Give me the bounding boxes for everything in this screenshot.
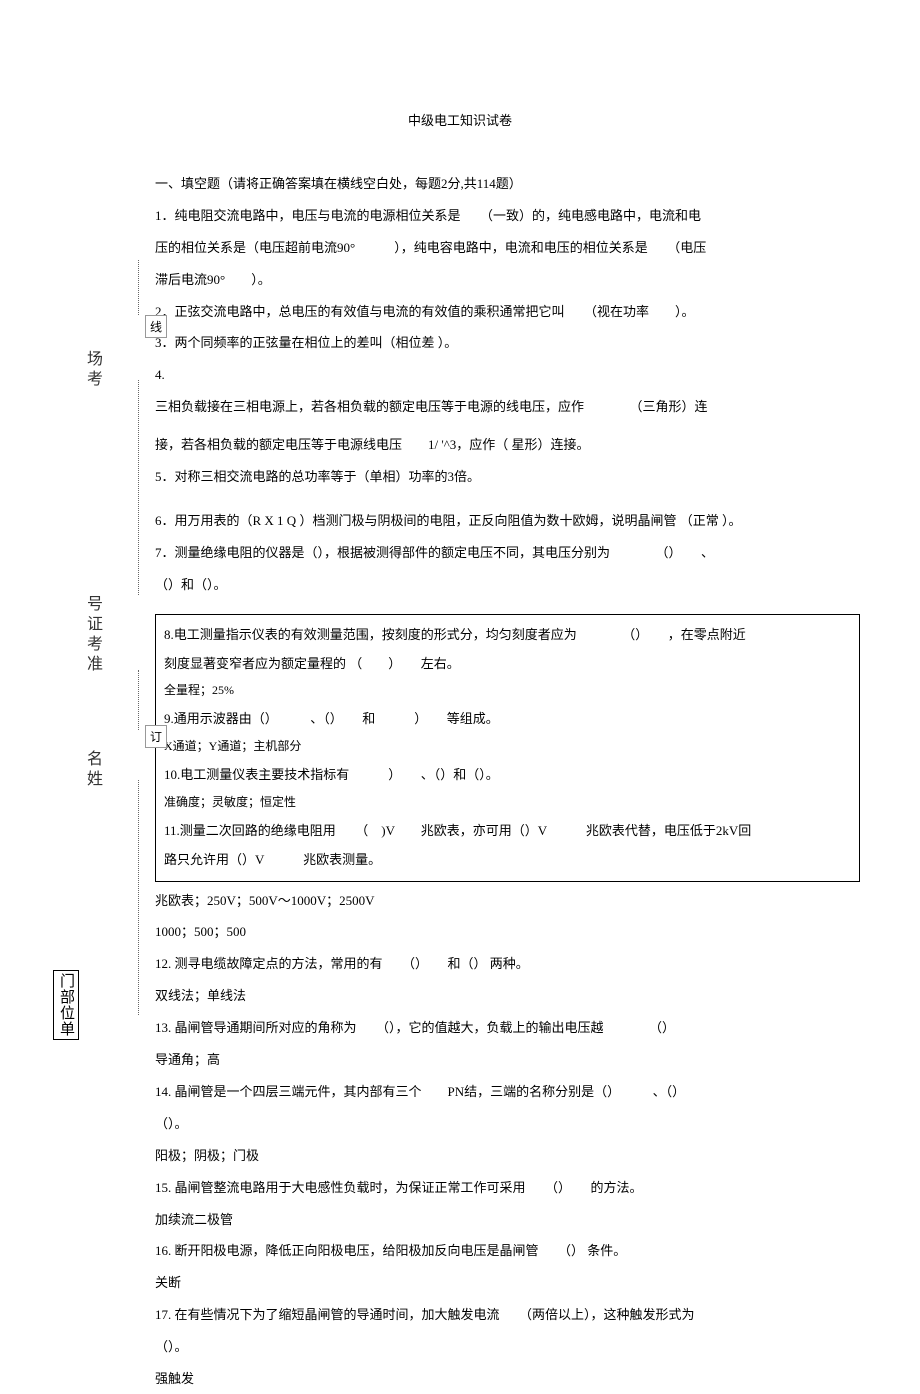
page-container: 中级电工知识试卷 一、填空题（请将正确答案填在横线空白处，每题2分,共114题）… [0, 0, 920, 1304]
binding-dotted-line [138, 260, 139, 315]
content-area: 一、填空题（请将正确答案填在横线空白处，每题2分,共114题） 1．纯电阻交流电… [155, 169, 860, 1394]
question-4-num: 4. [155, 360, 860, 390]
question-8-answer: 全量程；25% [164, 678, 851, 704]
question-17-line1: 17. 在有些情况下为了缩短晶闸管的导通时间，加大触发电流 （两倍以上），这种触… [155, 1300, 860, 1330]
question-11-line2: 路只允许用（）V 兆欧表测量。 [164, 846, 851, 874]
question-16-answer: 关断 [155, 1268, 860, 1298]
question-8-line1: 8.电工测量指示仪表的有效测量范围，按刻度的形式分，均匀刻度者应为 （） ，在零… [164, 621, 851, 649]
question-1-line1: 1．纯电阻交流电路中，电压与电流的电源相位关系是 （一致）的，纯电感电路中，电流… [155, 201, 860, 231]
question-8-line2: 刻度显著变窄者应为额定量程的 （ ） 左右。 [164, 650, 851, 678]
question-1-line2: 压的相位关系是（电压超前电流90° ），纯电容电路中，电流和电压的相位关系是 （… [155, 233, 860, 263]
question-11-answer2: 1000；500；500 [155, 917, 860, 947]
question-12-answer: 双线法；单线法 [155, 981, 860, 1011]
binding-label-xian: 线 [145, 315, 167, 338]
question-13: 13. 晶闸管导通期间所对应的角称为 （），它的值越大，负载上的输出电压越 （） [155, 1013, 860, 1043]
question-9: 9.通用示波器由（） 、（） 和 ） 等组成。 [164, 705, 851, 733]
binding-dotted-line [138, 380, 139, 595]
question-15: 15. 晶闸管整流电路用于大电感性负载时，为保证正常工作可采用 （） 的方法。 [155, 1173, 860, 1203]
boxed-questions: 8.电工测量指示仪表的有效测量范围，按刻度的形式分，均匀刻度者应为 （） ，在零… [155, 614, 860, 882]
binding-label-ding: 订 [145, 725, 167, 748]
question-4-line2: 接，若各相负载的额定电压等于电源线电压 1/ '^3，应作（ 星形）连接。 [155, 430, 860, 460]
question-10: 10.电工测量仪表主要技术指标有 ） 、（）和（）。 [164, 761, 851, 789]
question-17-answer: 强触发 [155, 1364, 860, 1394]
binding-dotted-line [138, 780, 139, 1015]
question-5: 5．对称三相交流电路的总功率等于（单相）功率的3倍。 [155, 462, 860, 492]
binding-dotted-line [138, 670, 139, 730]
question-14-line1: 14. 晶闸管是一个四层三端元件，其内部有三个 PN结，三端的名称分别是（） 、… [155, 1077, 860, 1107]
section-header: 一、填空题（请将正确答案填在横线空白处，每题2分,共114题） [155, 169, 860, 199]
question-11-answer1: 兆欧表；250V；500V～1000V；2500V [155, 886, 860, 916]
binding-margin: 线 场考 号证考准 订 名姓 [80, 260, 155, 1080]
document-title: 中级电工知识试卷 [0, 110, 920, 129]
question-15-answer: 加续流二极管 [155, 1205, 860, 1235]
binding-label-zhunkao: 号证考准 [80, 595, 104, 675]
question-10-answer: 准确度；灵敏度；恒定性 [164, 790, 851, 816]
question-2: 2．正弦交流电路中，总电压的有效值与电流的有效值的乘积通常把它叫 （视在功率 ）… [155, 297, 860, 327]
question-3: 3．两个同频率的正弦量在相位上的差叫（相位差 ）。 [155, 328, 860, 358]
question-7-line1: 7．测量绝缘电阻的仪器是（），根据被测得部件的额定电压不同，其电压分别为 （） … [155, 538, 860, 568]
question-12: 12. 测寻电缆故障定点的方法，常用的有 （） 和（） 两种。 [155, 949, 860, 979]
question-9-answer: X通道；Y通道；主机部分 [164, 734, 851, 760]
question-13-answer: 导通角；高 [155, 1045, 860, 1075]
question-17-line2: （）。 [155, 1332, 860, 1362]
binding-label-kaochang: 场考 [80, 350, 104, 390]
question-4-line1: 三相负载接在三相电源上，若各相负载的额定电压等于电源的线电压，应作 （三角形）连 [155, 392, 860, 422]
question-16: 16. 断开阳极电源，降低正向阳极电压，给阳极加反向电压是晶闸管 （） 条件。 [155, 1236, 860, 1266]
question-14-line2: （）。 [155, 1109, 860, 1139]
question-6: 6．用万用表的（R X 1 Q ）档测门极与阴极间的电阻，正反向阻值为数十欧姆，… [155, 506, 860, 536]
binding-label-unit: 门部位单 [53, 970, 79, 1040]
question-7-line2: （）和（）。 [155, 570, 860, 600]
binding-label-xingming: 名姓 [80, 750, 104, 790]
question-1-line3: 滞后电流90° ）。 [155, 265, 860, 295]
question-11-line1: 11.测量二次回路的绝缘电阻用 （ )V 兆欧表，亦可用（）V 兆欧表代替，电压… [164, 817, 851, 845]
question-14-answer: 阳极；阴极；门极 [155, 1141, 860, 1171]
